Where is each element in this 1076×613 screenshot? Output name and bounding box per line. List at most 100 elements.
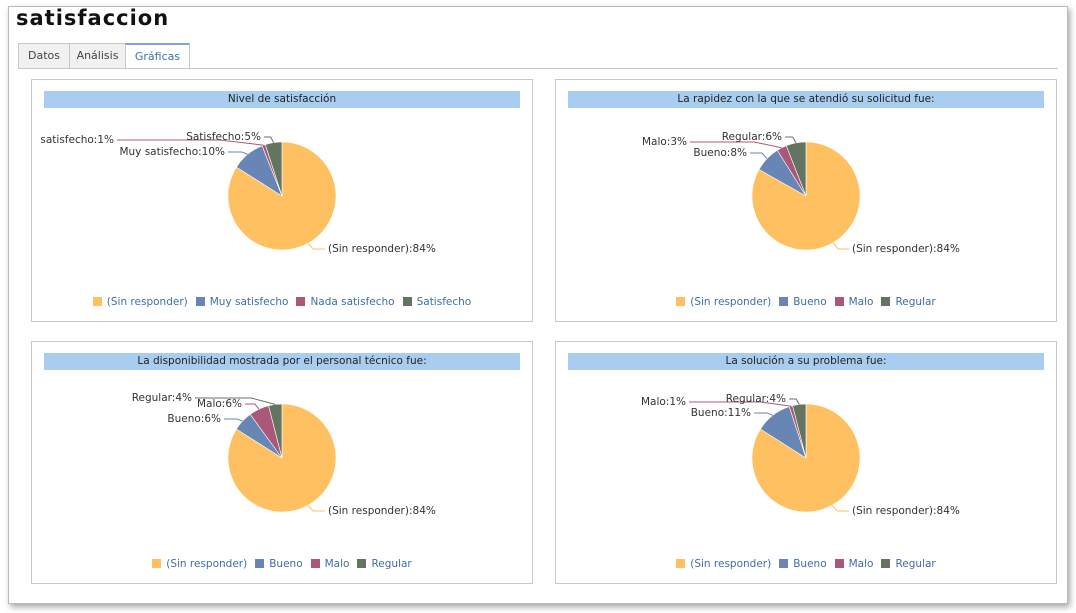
- leader-line: [690, 141, 782, 149]
- leader-line: [307, 504, 325, 512]
- legend-item[interactable]: Regular: [881, 296, 936, 308]
- slice-label: Regular:4%: [726, 393, 786, 405]
- chart-title: La solución a su problema fue:: [568, 353, 1044, 370]
- slice-label: Malo:1%: [641, 396, 686, 408]
- legend-item[interactable]: Malo: [834, 296, 874, 308]
- slice-label: (Sin responder):84%: [328, 505, 436, 517]
- legend-item[interactable]: Regular: [881, 558, 936, 570]
- tab-analisis[interactable]: Análisis: [69, 43, 126, 69]
- legend-item[interactable]: Nada satisfecho: [296, 296, 395, 308]
- pie-slice-regular: [792, 403, 807, 459]
- chart-title: La rapidez con la que se atendió su soli…: [568, 91, 1044, 108]
- pie-chart: (Sin responder):84% Muy satisfecho:10% sat…: [40, 131, 435, 255]
- legend-item[interactable]: Regular: [357, 558, 412, 570]
- chart-legend: (Sin responder) Muy satisfecho Nada satisf…: [32, 296, 532, 308]
- leader-line: [245, 403, 260, 410]
- legend-label: Bueno: [793, 296, 827, 308]
- legend-item[interactable]: (Sin responder): [676, 296, 771, 308]
- slice-label: (Sin responder):84%: [852, 243, 960, 255]
- legend-swatch: [310, 559, 320, 568]
- pie-chart: (Sin responder):84% Bueno:11% Malo:1% Regul…: [641, 393, 960, 517]
- leader-line: [195, 397, 276, 405]
- chart-panel-solucion: La solución a su problema fue: (Sin resp…: [555, 341, 1057, 584]
- slice-label: Satisfecho:5%: [186, 131, 261, 143]
- tab-datos[interactable]: Datos: [18, 43, 70, 69]
- leader-line: [117, 139, 264, 146]
- legend-swatch: [881, 297, 891, 306]
- pie-slice-regular: [268, 403, 283, 459]
- legend-item[interactable]: (Sin responder): [92, 296, 188, 308]
- chart-panel-satisfaccion: Nivel de satisfacción (Sin responder):84…: [31, 79, 533, 322]
- chart-panel-rapidez: La rapidez con la que se atendió su soli…: [555, 79, 1057, 322]
- legend-item[interactable]: Malo: [310, 558, 350, 570]
- legend-swatch: [676, 559, 686, 568]
- slice-label: satisfecho:1%: [40, 134, 114, 146]
- legend-swatch: [834, 297, 844, 306]
- legend-item[interactable]: Bueno: [255, 558, 303, 570]
- legend-label: Malo: [848, 296, 874, 308]
- chart-title: Nivel de satisfacción: [44, 91, 520, 108]
- legend-label: Regular: [895, 296, 936, 308]
- legend-swatch: [676, 297, 686, 306]
- leader-line: [754, 412, 774, 416]
- pie-slice-regular: [785, 141, 807, 197]
- tab-divider: [18, 68, 1058, 69]
- legend-swatch: [779, 559, 789, 568]
- legend-swatch: [779, 297, 789, 306]
- leader-line: [832, 242, 849, 250]
- chart-legend: (Sin responder) Bueno Malo Regular: [556, 558, 1056, 570]
- slice-label: Regular:6%: [722, 131, 782, 143]
- pie-chart: (Sin responder):84% Bueno:6% Malo:6% Regula…: [132, 392, 436, 517]
- slice-label: Bueno:11%: [691, 407, 751, 419]
- legend-label: Satisfecho: [416, 296, 472, 308]
- slice-label: Malo:6%: [197, 398, 242, 410]
- legend-label: Regular: [371, 558, 412, 570]
- legend-label: Bueno: [793, 558, 827, 570]
- leader-line: [831, 504, 849, 512]
- leader-line: [224, 418, 243, 422]
- chart-legend: (Sin responder) Bueno Malo Regular: [556, 296, 1056, 308]
- legend-item[interactable]: Malo: [834, 558, 874, 570]
- legend-swatch: [255, 559, 265, 568]
- legend-item[interactable]: Muy satisfecho: [195, 296, 289, 308]
- legend-label: Nada satisfecho: [310, 296, 395, 308]
- slice-label: Regular:4%: [132, 392, 192, 404]
- page-title: satisfaccion: [16, 6, 170, 30]
- legend-label: Malo: [324, 558, 350, 570]
- chart-title: La disponibilidad mostrada por el person…: [44, 353, 520, 370]
- slice-label: (Sin responder):84%: [852, 505, 960, 517]
- legend-item[interactable]: Bueno: [779, 558, 827, 570]
- leader-line: [264, 136, 275, 143]
- legend-swatch: [92, 297, 102, 306]
- legend-label: (Sin responder): [106, 296, 188, 308]
- slice-label: Malo:3%: [642, 136, 687, 148]
- legend-label: Muy satisfecho: [209, 296, 289, 308]
- leader-line: [307, 242, 325, 250]
- legend-swatch: [881, 559, 891, 568]
- legend-swatch: [834, 559, 844, 568]
- legend-label: Regular: [895, 558, 936, 570]
- legend-label: (Sin responder): [166, 558, 248, 570]
- legend-label: (Sin responder): [690, 296, 772, 308]
- legend-item[interactable]: Bueno: [779, 296, 827, 308]
- legend-swatch: [296, 297, 306, 306]
- tab-graficas[interactable]: Gráficas: [125, 43, 190, 70]
- leader-line: [785, 136, 797, 144]
- legend-swatch: [195, 297, 205, 306]
- legend-swatch: [152, 559, 162, 568]
- leader-line: [228, 151, 248, 155]
- legend-item[interactable]: Satisfecho: [402, 296, 472, 308]
- slice-label: Bueno:6%: [167, 413, 221, 425]
- legend-item[interactable]: (Sin responder): [676, 558, 771, 570]
- legend-swatch: [402, 297, 412, 306]
- chart-legend: (Sin responder) Bueno Malo Regular: [32, 558, 532, 570]
- legend-label: Malo: [848, 558, 874, 570]
- legend-label: (Sin responder): [690, 558, 772, 570]
- leader-line: [689, 401, 791, 407]
- legend-label: Bueno: [269, 558, 303, 570]
- legend-swatch: [357, 559, 367, 568]
- chart-panel-disponibilidad: La disponibilidad mostrada por el person…: [31, 341, 533, 584]
- slice-label: Muy satisfecho:10%: [119, 146, 225, 158]
- legend-item[interactable]: (Sin responder): [152, 558, 247, 570]
- pie-chart: (Sin responder):84% Bueno:8% Malo:3% Regula…: [642, 131, 960, 255]
